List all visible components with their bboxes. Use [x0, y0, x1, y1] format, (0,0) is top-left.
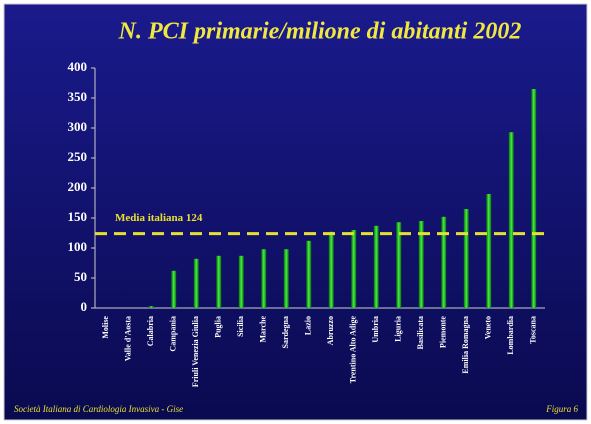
- x-tick-label: Emilia Romagna: [461, 316, 470, 374]
- y-tick-label: 150: [68, 209, 88, 224]
- bar: [283, 249, 289, 308]
- reference-label: Media italiana 124: [115, 212, 203, 224]
- bar: [238, 255, 244, 308]
- bar: [171, 270, 177, 308]
- x-tick-label: Campania: [169, 316, 178, 352]
- x-tick-label: Marche: [259, 316, 268, 343]
- x-tick-label: Piemonte: [439, 316, 448, 348]
- bar: [418, 221, 424, 308]
- bar: [148, 306, 154, 308]
- y-tick-label: 0: [81, 299, 88, 314]
- bar: [261, 249, 267, 308]
- bar: [306, 240, 312, 308]
- y-tick-label: 100: [68, 239, 88, 254]
- x-tick-label: Puglia: [214, 316, 223, 338]
- bar: [396, 222, 402, 308]
- y-tick-label: 250: [68, 149, 88, 164]
- x-tick-label: Lombardia: [506, 316, 515, 355]
- background: [3, 3, 588, 421]
- footer-left: Società Italiana di Cardiologia Invasiva…: [14, 404, 183, 414]
- x-tick-label: Lazio: [304, 316, 313, 335]
- y-tick-label: 50: [74, 269, 87, 284]
- x-tick-label: Basilicata: [416, 316, 425, 349]
- x-tick-label: Trentino Alto Adige: [349, 316, 358, 384]
- x-tick-label: Calabria: [146, 316, 155, 346]
- x-tick-label: Molise: [101, 316, 110, 339]
- x-tick-label: Sicilia: [236, 316, 245, 337]
- bar: [328, 231, 334, 308]
- bar: [486, 194, 492, 308]
- bar: [463, 209, 469, 308]
- x-tick-label: Veneto: [484, 316, 493, 339]
- footer-right: Figura 6: [545, 404, 578, 414]
- bar: [441, 216, 447, 308]
- bar: [508, 132, 514, 308]
- bar: [531, 89, 537, 308]
- bar: [373, 225, 379, 308]
- y-tick-label: 350: [68, 89, 88, 104]
- x-tick-label: Sardegna: [281, 316, 290, 348]
- y-tick-label: 300: [68, 119, 88, 134]
- bar: [351, 230, 357, 308]
- x-tick-label: Umbria: [371, 316, 380, 343]
- bar: [216, 255, 222, 308]
- x-tick-label: Toscana: [529, 316, 538, 344]
- bar: [193, 258, 199, 308]
- chart-title: N. PCI primarie/milione di abitanti 2002: [118, 19, 522, 45]
- x-tick-label: Liguria: [394, 316, 403, 342]
- x-tick-label: Friuli Venezia Giulia: [191, 316, 200, 387]
- y-tick-label: 400: [68, 59, 88, 74]
- x-tick-label: Valle d'Aosta: [124, 316, 133, 361]
- y-tick-label: 200: [68, 179, 88, 194]
- x-tick-label: Abruzzo: [326, 316, 335, 345]
